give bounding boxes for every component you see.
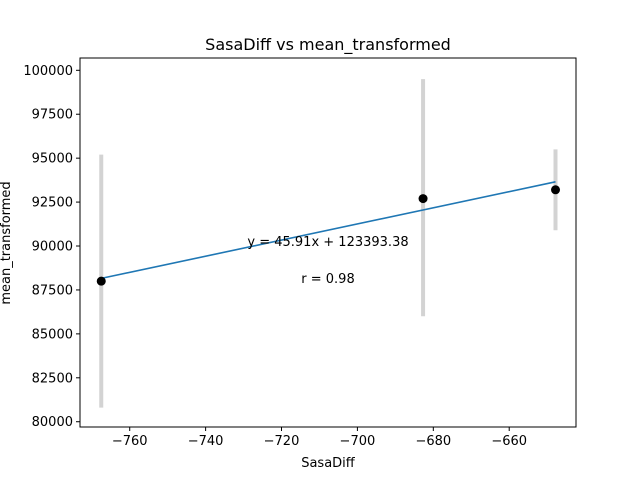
x-tick-label: −660: [491, 434, 527, 449]
x-tick-label: −680: [415, 434, 451, 449]
data-point-1: [96, 276, 106, 286]
y-tick-label: 95000: [32, 152, 73, 167]
data-point-3: [551, 185, 561, 195]
correlation-annotation: r = 0.98: [301, 272, 354, 287]
x-tick-label: −760: [112, 434, 148, 449]
y-tick-label: 85000: [32, 327, 73, 342]
y-tick-label: 87500: [32, 283, 73, 298]
x-axis-label: SasaDiff: [301, 456, 356, 471]
y-tick-label: 82500: [32, 371, 73, 386]
chart-title: SasaDiff vs mean_transformed: [205, 35, 451, 55]
y-tick-label: 92500: [32, 196, 73, 211]
y-tick-label: 80000: [32, 415, 73, 430]
fit-line-group: [101, 181, 556, 280]
plot-area-frame: [79, 57, 577, 428]
x-tick-label: −700: [340, 434, 376, 449]
y-axis-label: mean_transformed: [0, 181, 14, 304]
x-axis-ticks: −760 −740 −720 −700 −680 −660: [112, 427, 527, 449]
data-points: [96, 185, 561, 286]
y-axis-ticks: 80000 82500 85000 87500 90000 92500 95000 97500…: [23, 64, 80, 430]
fit-equation-annotation: y = 45.91x + 123393.38: [247, 235, 408, 250]
x-tick-label: −720: [264, 434, 300, 449]
x-tick-label: −740: [188, 434, 224, 449]
data-point-2: [418, 194, 428, 204]
y-tick-label: 100000: [23, 64, 73, 79]
fit-line: [101, 181, 556, 280]
y-tick-label: 90000: [32, 240, 73, 255]
y-tick-label: 97500: [32, 108, 73, 123]
